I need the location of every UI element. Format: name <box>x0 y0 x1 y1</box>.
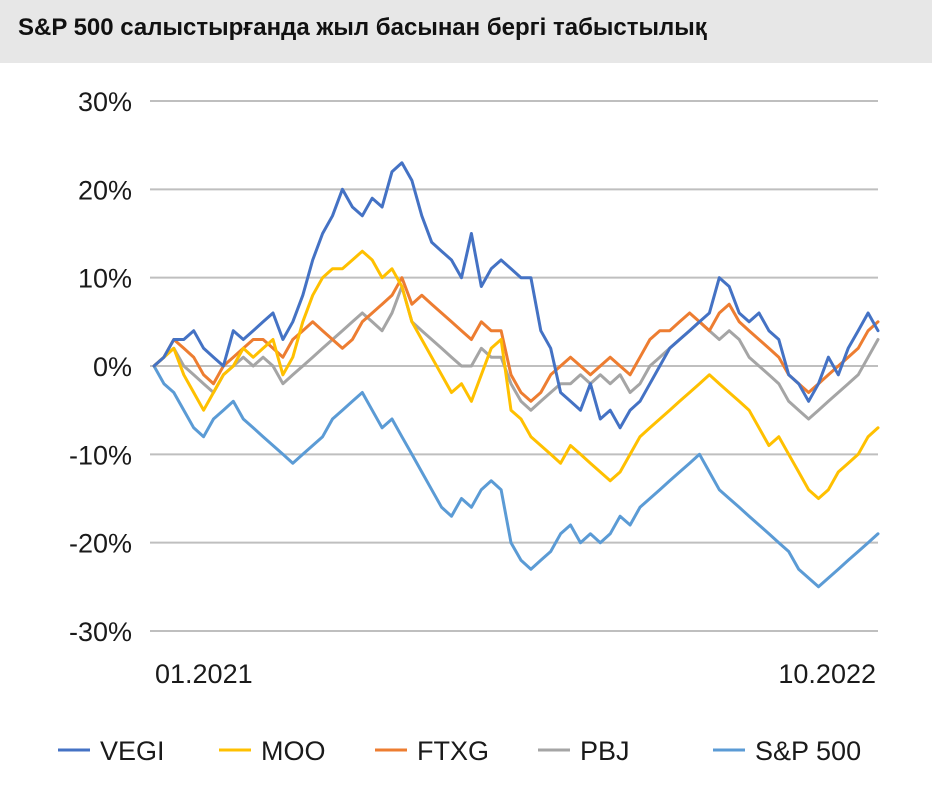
y-tick-label: -30% <box>69 617 132 647</box>
y-tick-label: 30% <box>78 87 132 117</box>
y-tick-label: 20% <box>78 175 132 205</box>
chart-title: S&P 500 салыстырғанда жыл басынан бергі … <box>18 14 707 41</box>
line-chart: 30% 20% 10% 0% -10% -20% -30% 01.2021 10.2022 VEG… <box>58 87 880 766</box>
legend-label: S&P 500 <box>755 736 861 766</box>
legend-label: FTXG <box>417 736 489 766</box>
series-line-moo <box>152 249 880 500</box>
y-tick-label: -20% <box>69 529 132 559</box>
x-tick-label: 10.2022 <box>778 659 876 689</box>
legend-label: VEGI <box>100 736 165 766</box>
series-line-pbj <box>152 285 880 421</box>
x-tick-label: 01.2021 <box>155 659 253 689</box>
series-line-s-p-500 <box>152 364 880 589</box>
chart-title-bar: S&P 500 салыстырғанда жыл басынан бергі … <box>0 0 932 63</box>
series-line-vegi <box>152 161 880 430</box>
series-line-ftxg <box>152 276 880 403</box>
y-tick-label: 10% <box>78 264 132 294</box>
y-tick-label: 0% <box>93 352 132 382</box>
y-tick-label: -10% <box>69 440 132 470</box>
legend-label: MOO <box>261 736 326 766</box>
legend-label: PBJ <box>580 736 630 766</box>
